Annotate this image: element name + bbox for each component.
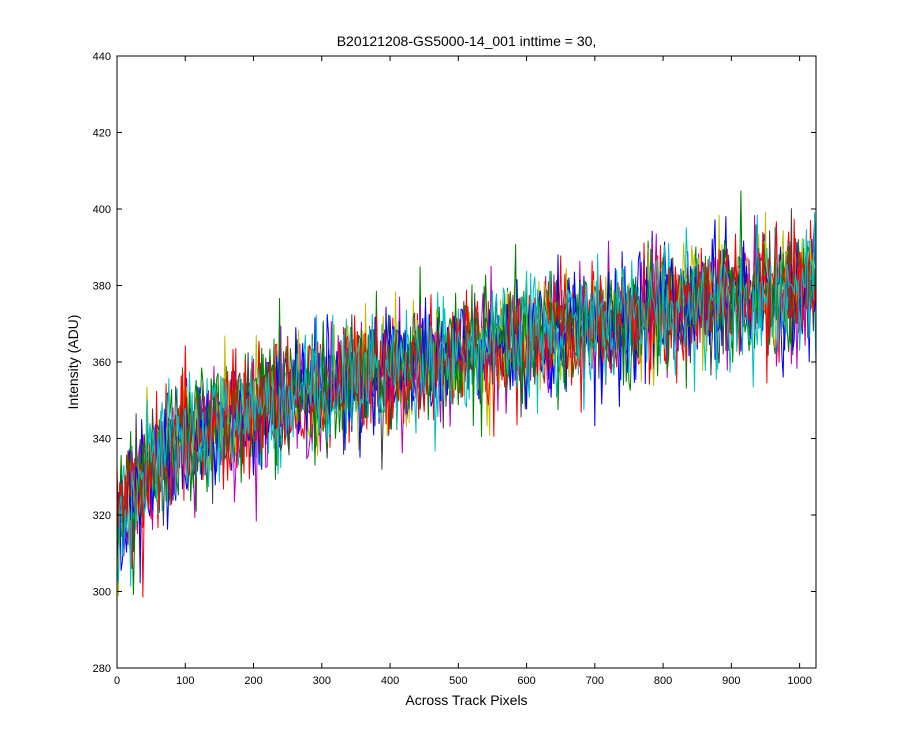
y-tick-label: 440 (93, 51, 111, 63)
x-tick-label: 700 (586, 675, 604, 687)
y-axis-label: Intensity (ADU) (65, 315, 81, 410)
ticks-layer: 0 100 200 300 400 500 600 700 800 900 1000 280 300 32… (93, 51, 816, 687)
y-tick-label: 300 (93, 587, 111, 599)
y-tick-label: 320 (93, 510, 111, 522)
x-tick-label: 600 (517, 675, 535, 687)
x-tick-label: 1000 (787, 675, 811, 687)
x-tick-label: 500 (449, 675, 467, 687)
x-tick-label: 200 (244, 675, 262, 687)
series-line-9 (117, 190, 816, 544)
y-tick-label: 400 (93, 204, 111, 216)
x-tick-label: 300 (313, 675, 331, 687)
y-tick-label: 340 (93, 434, 111, 446)
series-line-11 (117, 212, 816, 587)
x-axis-label: Across Track Pixels (405, 692, 527, 708)
x-tick-label: 900 (722, 675, 740, 687)
x-tick-label: 100 (176, 675, 194, 687)
y-tick-label: 360 (93, 357, 111, 369)
x-tick-label: 0 (114, 675, 120, 687)
y-tick-label: 380 (93, 281, 111, 293)
x-tick-label: 400 (381, 675, 399, 687)
y-tick-label: 280 (93, 663, 111, 675)
chart-title: B20121208-GS5000-14_001 inttime = 30, (337, 33, 597, 49)
series-line-10 (117, 218, 816, 529)
series-layer (117, 190, 816, 598)
x-tick-label: 800 (654, 675, 672, 687)
y-tick-label: 420 (93, 128, 111, 140)
